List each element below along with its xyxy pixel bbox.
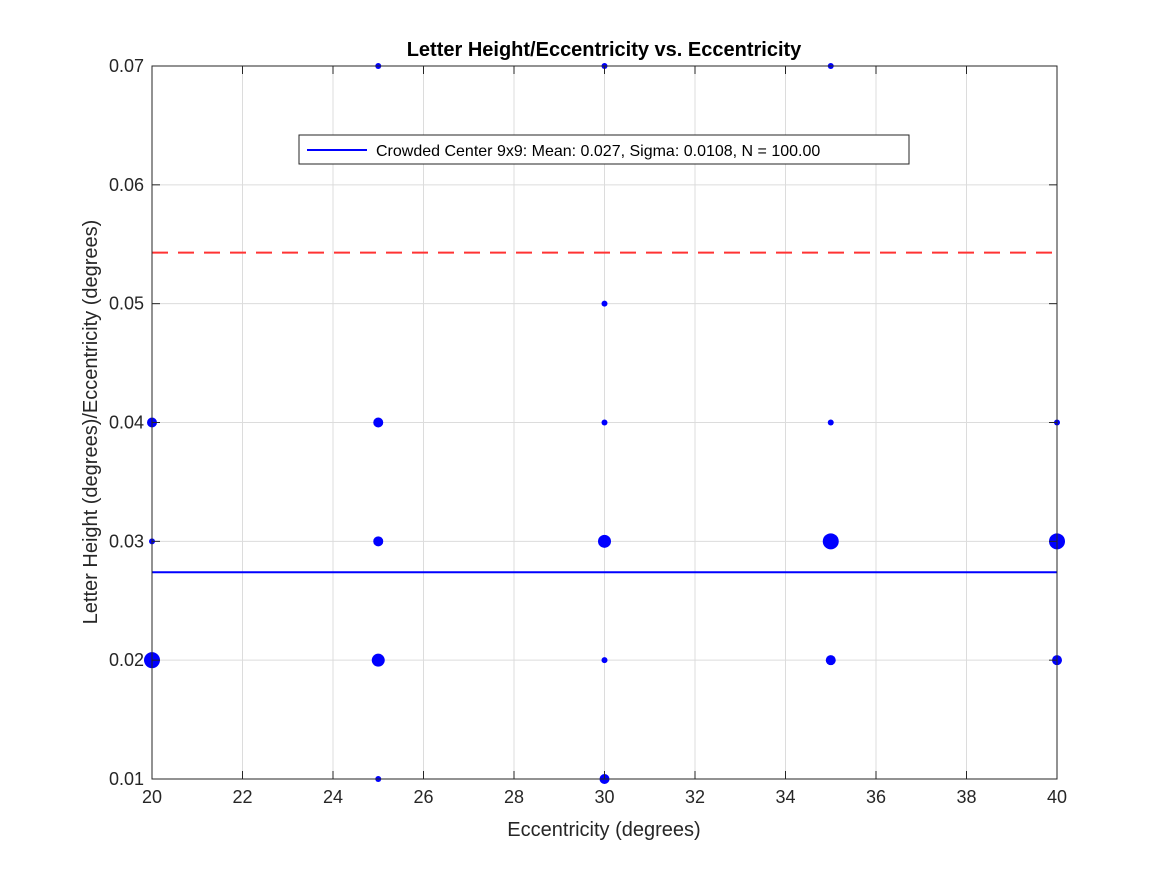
y-tick-label: 0.05: [109, 294, 144, 314]
x-tick-label: 22: [232, 787, 252, 807]
y-tick-label: 0.02: [109, 650, 144, 670]
data-point: [601, 657, 608, 664]
x-tick-label: 24: [323, 787, 343, 807]
y-tick-label: 0.07: [109, 56, 144, 76]
chart-title: Letter Height/Eccentricity vs. Eccentric…: [407, 39, 802, 61]
x-tick-label: 28: [504, 787, 524, 807]
x-axis-label: Eccentricity (degrees): [507, 819, 700, 841]
x-tick-label: 40: [1047, 787, 1067, 807]
data-point: [371, 653, 385, 667]
data-point: [598, 534, 611, 548]
x-tick-label: 36: [866, 787, 886, 807]
data-point: [601, 300, 608, 307]
y-axis-label: Letter Height (degrees)/Eccentricity (de…: [80, 220, 102, 625]
data-point: [373, 417, 384, 428]
x-tick-label: 34: [775, 787, 795, 807]
data-point: [827, 419, 834, 426]
y-tick-label: 0.06: [109, 175, 144, 195]
legend-box: [298, 134, 910, 165]
x-tick-label: 38: [956, 787, 976, 807]
legend-entry-label: Crowded Center 9x9: Mean: 0.027, Sigma: …: [376, 143, 820, 160]
data-point: [825, 655, 836, 666]
y-tick-label: 0.01: [109, 769, 144, 789]
x-tick-label: 20: [142, 787, 162, 807]
data-point: [822, 533, 839, 550]
ticks: 20 22 24 26 28 30 32 34 36 38 40 0.01 0.02 0.03 0.04 0.…: [109, 56, 1067, 807]
y-tick-label: 0.04: [109, 413, 144, 433]
x-tick-label: 30: [594, 787, 614, 807]
data-point: [373, 536, 384, 547]
data-point: [601, 419, 608, 426]
reference-lines: [152, 251, 1057, 574]
legend: Crowded Center 9x9: Mean: 0.027, Sigma: …: [298, 134, 910, 165]
x-tick-label: 26: [413, 787, 433, 807]
x-tick-label: 32: [685, 787, 705, 807]
y-tick-label: 0.03: [109, 531, 144, 551]
